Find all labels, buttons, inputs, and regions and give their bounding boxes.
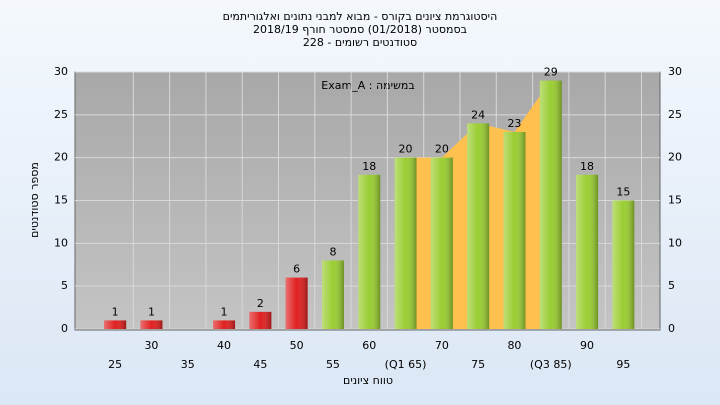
x-tick-label: (Q3 85) — [530, 358, 572, 371]
y-tick-label: 0 — [61, 322, 68, 335]
x-tick-label: 55 — [326, 358, 340, 371]
value-label: 18 — [362, 160, 376, 173]
chart-title: היסטוגרמת ציונים בקורס - מבוא למבני נתונ… — [223, 10, 498, 23]
value-label: 1 — [148, 305, 155, 318]
x-axis-label: טווח ציונים — [343, 374, 393, 387]
value-label: 8 — [329, 245, 336, 258]
bar-shade — [358, 174, 381, 329]
bar-shade — [285, 277, 308, 329]
y-tick-label: 15 — [54, 194, 68, 207]
value-label: 2 — [257, 297, 264, 310]
x-tick-label: 30 — [144, 339, 158, 352]
value-label: 15 — [616, 186, 630, 199]
y-tick-label: 20 — [54, 151, 68, 164]
bar-shade — [249, 311, 272, 329]
y-tick-label: 10 — [54, 236, 68, 249]
x-tick-label: 90 — [580, 339, 594, 352]
bar-shade — [503, 131, 526, 329]
y-tick-label: 5 — [61, 279, 68, 292]
value-label: 20 — [399, 143, 413, 156]
x-tick-label: 40 — [217, 339, 231, 352]
x-tick-label: 80 — [507, 339, 521, 352]
value-label: 24 — [471, 108, 485, 121]
y-axis-label: מספר סטודנטים — [28, 162, 41, 238]
value-label: 18 — [580, 160, 594, 173]
bar-shade — [430, 157, 453, 329]
x-tick-label: 95 — [616, 358, 630, 371]
value-label: 29 — [544, 66, 558, 79]
x-tick-label: 70 — [435, 339, 449, 352]
x-tick-label: 35 — [181, 358, 195, 371]
chart-subtitle: סטודנטים רשומים - 228 — [303, 36, 417, 49]
y2-tick-label: 25 — [668, 108, 682, 121]
value-label: 20 — [435, 143, 449, 156]
value-label: 23 — [507, 117, 521, 130]
bar-shade — [612, 200, 635, 329]
y2-tick-label: 15 — [668, 194, 682, 207]
value-label: 6 — [293, 263, 300, 276]
bar-shade — [394, 157, 417, 329]
value-label: 1 — [112, 305, 119, 318]
annotation: במשימה : Exam_A — [321, 79, 414, 92]
x-tick-label: 25 — [108, 358, 122, 371]
y2-tick-label: 10 — [668, 236, 682, 249]
bar-shade — [213, 320, 236, 329]
y2-tick-label: 0 — [668, 322, 675, 335]
y2-tick-label: 5 — [668, 279, 675, 292]
chart-subtitle: בסמסטר (01/2018) סמסטר חורף 2018/19 — [253, 23, 467, 36]
y-tick-label: 25 — [54, 108, 68, 121]
x-tick-label: 50 — [290, 339, 304, 352]
bar-shade — [104, 320, 127, 329]
y-tick-label: 30 — [54, 65, 68, 78]
y2-tick-label: 20 — [668, 151, 682, 164]
bar-shade — [467, 123, 490, 330]
bar-shade — [321, 260, 344, 329]
bar-shade — [576, 174, 599, 329]
value-label: 1 — [221, 305, 228, 318]
x-tick-label: 45 — [253, 358, 267, 371]
x-tick-label: 60 — [362, 339, 376, 352]
y2-tick-label: 30 — [668, 65, 682, 78]
bar-shade — [539, 80, 562, 329]
bar-shade — [140, 320, 163, 329]
x-tick-label: (Q1 65) — [385, 358, 427, 371]
x-tick-label: 75 — [471, 358, 485, 371]
